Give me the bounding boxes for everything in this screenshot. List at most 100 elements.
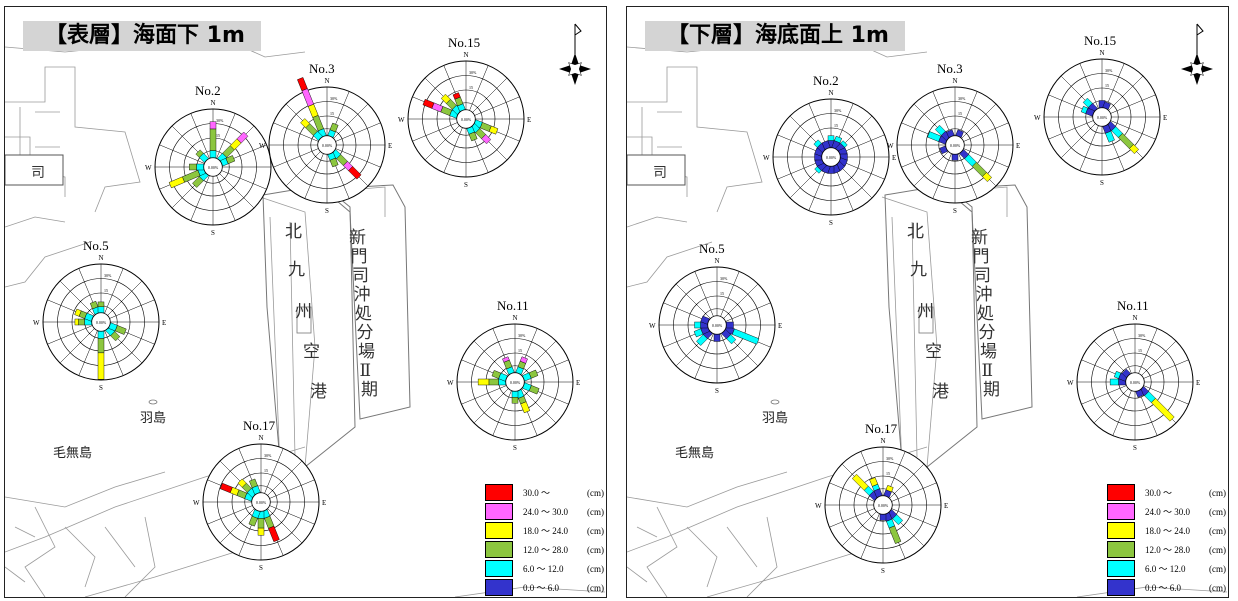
coastline [454,586,605,597]
rose-bar-segment [1082,97,1093,108]
rose-ring-label: 15 [518,348,522,353]
panel-title: 【表層】海面下 1m [23,21,261,51]
rose-ring-label: 15 [104,288,108,293]
rose-ring-label: 15 [958,111,962,116]
coastline [1076,586,1227,597]
airport-label-char: 北 [285,222,302,241]
coastline [686,526,758,588]
rose-bar-segment [726,321,734,329]
station-label: No.2 [813,73,839,88]
current-rose-map-bottom: 司羽島毛無島北九州空港新門司沖処分場Ⅱ期0.00%30%15NSEWNo.20.… [627,23,1227,597]
rose-bar [97,301,105,313]
rose-spoke [720,333,740,379]
airport-label-char: 九 [910,260,927,279]
rose-north-label: N [463,51,468,59]
rose-ring-label: 30% [958,96,966,101]
rose-spoke [47,325,93,345]
rose-bar-segment [827,135,835,141]
rose-bar [511,391,519,404]
rose-bar [466,126,478,142]
legend-swatch [485,541,513,558]
rose-bar-segment [888,525,902,544]
legend-range: 6.0 ～ 12.0 [1145,564,1186,574]
airport-label-char: 九 [288,260,305,279]
legend-item: 6.0 ～ 12.0 (cm) [485,559,604,578]
coastline [746,516,778,597]
rose-bar-segment [726,334,737,345]
rose-bar [879,514,887,521]
coastline [641,107,682,157]
rose-north-label: N [952,77,957,85]
rose-south-label: S [715,387,719,395]
legend-unit: (cm) [1209,544,1226,555]
coastline [5,216,66,228]
legend-range: 30.0 ～ [1145,488,1173,498]
rose-bar-segment [297,77,308,92]
rose-south-label: S [1100,179,1104,187]
rose-center-label: 0.00% [510,380,521,385]
island-label-kenashijima: 毛無島 [53,445,92,460]
disposal-site-outline [321,184,411,420]
rose-spoke [109,299,155,319]
rose-bar-segment [195,149,204,158]
rose-bar [522,369,539,382]
rose-ring-label: 15 [264,468,268,473]
rose-spoke [1108,75,1144,111]
rose-bar-segment [422,98,435,109]
rose-bar-segment [834,135,843,144]
rose-west-label: W [1067,379,1074,387]
rose-bar-segment [982,172,992,182]
island-outline [148,399,158,405]
current-rose-map-surface: 司羽島毛無島北九州空港新門司沖処分場Ⅱ期0.00%30%15NSEWNo.20.… [5,23,605,597]
rose-center-label: 0.00% [712,323,723,328]
rose-bar-segment [248,515,258,527]
rose-spoke [521,340,557,376]
rose-ring-label: 30% [264,453,272,458]
legend-range: 6.0 ～ 12.0 [523,564,564,574]
rose-bar [951,154,959,161]
rose-bar-segment [511,391,519,398]
rose-bar [209,121,217,158]
rose-spoke [104,268,124,314]
rose-bar-segment [114,325,127,335]
rose-south-label: S [325,207,329,215]
rose-ring-label: 15 [330,111,334,116]
airport-label-char: 北 [907,222,924,241]
rose-east-label: E [322,499,326,507]
rose-bar-segment [78,318,85,326]
rose-bar-segment [1080,105,1089,114]
rose-spoke [273,148,319,168]
rose-center [707,315,727,335]
legend-unit: (cm) [1209,582,1226,593]
rose-bar [248,509,261,527]
rose-ring-label: 30% [518,333,526,338]
rose-spoke [461,385,507,405]
rose-bar-segment [1113,370,1122,379]
legend-unit: (cm) [1209,563,1226,574]
rose-bar-segment [1129,144,1139,154]
rose-ring-label: 15 [1105,83,1109,88]
rose-spoke [860,513,880,559]
rose-bar-segment [491,370,502,379]
rose-north-label: N [512,314,517,322]
rose-ring-label: 30% [720,276,728,281]
rose-south-label: S [953,207,957,215]
rose-bar-segment [869,477,879,487]
legend-unit: (cm) [587,506,604,517]
rose-bar-segment [693,328,704,338]
rose-spoke [1141,340,1177,376]
compass-star-inner [1190,62,1204,76]
rose-spoke [808,103,828,149]
rose-spoke [1060,123,1096,159]
rose-spoke [829,482,875,502]
rose-bar-segment [488,378,499,386]
rose-spoke [694,333,714,379]
rose-east-label: E [388,142,392,150]
current-rose: 0.00% 30% 15 N S E W No.3 [259,61,392,215]
rose-spoke [492,390,512,436]
rose-east-label: E [576,379,580,387]
rose-bar-segment [209,121,217,130]
legend-item: 30.0 ～ (cm) [1107,483,1226,502]
rose-bar [219,482,254,502]
